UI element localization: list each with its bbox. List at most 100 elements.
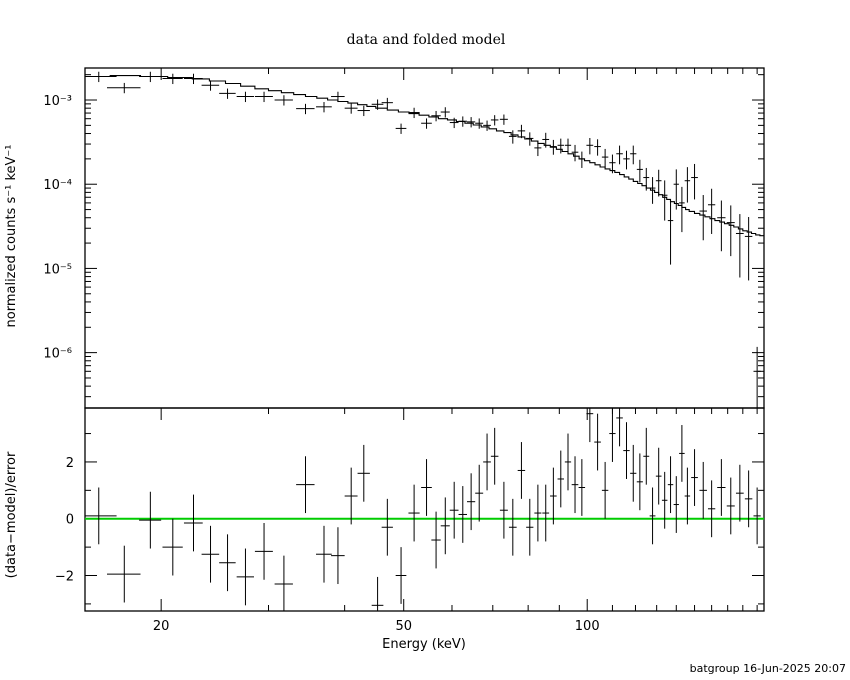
residual-point xyxy=(667,456,674,514)
residual-point xyxy=(707,480,716,538)
data-point xyxy=(483,120,491,131)
residual-point xyxy=(609,408,616,462)
residual-data-points xyxy=(85,408,761,611)
residual-point xyxy=(636,453,643,511)
data-point xyxy=(254,91,273,103)
data-point xyxy=(526,132,534,146)
residual-point xyxy=(107,545,141,603)
residual-point xyxy=(331,527,345,585)
data-point xyxy=(296,103,315,115)
residual-point xyxy=(499,481,508,539)
residual-point xyxy=(717,459,726,516)
residual-point xyxy=(753,487,761,545)
data-point xyxy=(623,150,630,170)
residual-point xyxy=(744,470,753,528)
data-point xyxy=(707,188,716,234)
data-point xyxy=(557,138,564,154)
data-point xyxy=(85,71,117,83)
data-point xyxy=(661,180,668,221)
data-point xyxy=(408,107,420,119)
residual-point xyxy=(735,464,744,522)
data-point xyxy=(655,169,662,197)
residual-point xyxy=(699,461,707,519)
data-point xyxy=(357,105,370,117)
data-point xyxy=(649,177,656,204)
data-point xyxy=(534,141,542,157)
data-point xyxy=(726,205,735,257)
residual-point xyxy=(643,427,650,485)
residual-point xyxy=(421,459,432,516)
data-point xyxy=(542,132,550,148)
residual-point xyxy=(458,486,467,543)
top-y-axis-label: normalized counts s⁻¹ keV⁻¹ xyxy=(4,145,19,328)
data-point xyxy=(594,139,601,156)
data-point xyxy=(630,145,637,165)
residual-point xyxy=(219,534,236,592)
footer-stamp: batgroup 16-Jun-2025 20:07 xyxy=(690,662,846,675)
residual-point xyxy=(475,464,484,522)
residual-point xyxy=(395,547,407,604)
x-tick-label: 50 xyxy=(395,619,412,634)
y-tick-label: 2 xyxy=(66,456,74,471)
residual-point xyxy=(623,422,630,479)
residual-point xyxy=(449,481,459,539)
residual-point xyxy=(673,476,679,533)
data-point xyxy=(139,71,162,83)
x-axis-label: Energy (keV) xyxy=(382,637,466,652)
y-tick-label: 10⁻⁴ xyxy=(43,178,72,193)
data-point xyxy=(616,145,623,165)
residual-point xyxy=(162,518,183,576)
data-point xyxy=(183,73,203,85)
residual-point xyxy=(691,449,698,506)
data-point xyxy=(508,130,517,144)
data-point xyxy=(201,80,220,91)
residual-point xyxy=(616,408,623,447)
x-tick-label: 100 xyxy=(575,619,600,634)
residual-point xyxy=(550,467,557,525)
data-point xyxy=(679,186,685,233)
data-point xyxy=(236,91,254,103)
residuals-frame xyxy=(84,407,765,612)
x-tick-label: 20 xyxy=(153,619,170,634)
residual-point xyxy=(508,498,517,556)
residual-point xyxy=(466,473,476,531)
residual-point xyxy=(490,427,499,485)
data-point xyxy=(550,139,557,155)
data-point xyxy=(571,144,579,162)
data-point xyxy=(643,167,650,191)
residual-point xyxy=(564,433,572,491)
data-point xyxy=(431,110,441,122)
data-point xyxy=(735,214,744,278)
bottom-y-axis-label: (data−model)/error xyxy=(4,451,19,578)
model-step-line xyxy=(85,75,764,237)
data-point xyxy=(684,167,691,203)
residual-point xyxy=(316,525,332,583)
residual-point xyxy=(601,461,609,519)
data-point xyxy=(517,124,526,139)
data-point xyxy=(667,201,674,265)
plot-title: data and folded model xyxy=(347,32,506,48)
data-point xyxy=(699,195,707,241)
data-point xyxy=(753,346,761,408)
data-point xyxy=(274,95,293,106)
data-point xyxy=(219,88,236,99)
residual-point xyxy=(684,467,691,525)
energy-x-ticks: 20 50 100 xyxy=(153,68,758,634)
data-point xyxy=(331,91,345,103)
data-point xyxy=(717,200,726,252)
data-point xyxy=(564,138,572,154)
spectrum-panel: 10⁻³ 10⁻⁴ 10⁻⁵ 10⁻⁶ xyxy=(43,67,765,409)
data-point xyxy=(691,163,698,200)
residual-point xyxy=(649,487,656,545)
data-point xyxy=(601,148,609,168)
data-point xyxy=(395,123,407,134)
y-tick-label: 0 xyxy=(66,513,74,528)
spectrum-y-ticks: 10⁻³ 10⁻⁴ 10⁻⁵ 10⁻⁶ xyxy=(43,74,764,398)
data-point xyxy=(475,118,484,129)
residual-point xyxy=(655,447,662,505)
y-tick-label: 10⁻³ xyxy=(43,94,72,109)
residual-point xyxy=(371,576,384,611)
spectrum-data-points xyxy=(85,71,761,408)
residual-point xyxy=(431,511,441,569)
